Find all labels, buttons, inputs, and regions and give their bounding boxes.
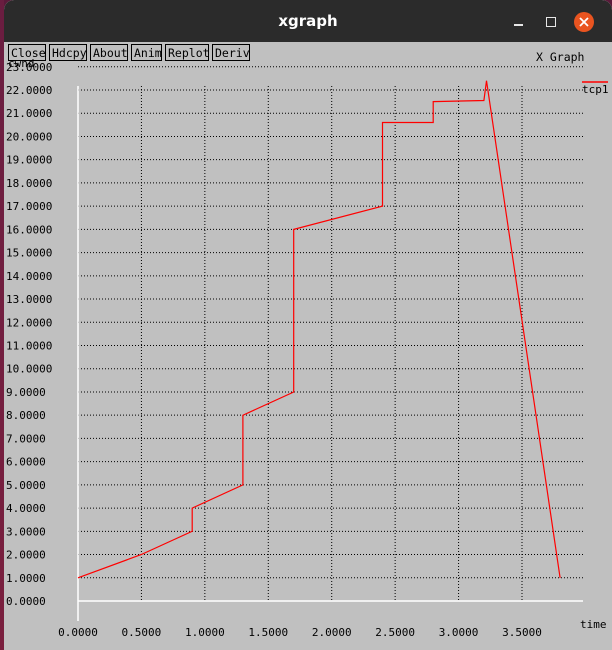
title-bar[interactable]: xgraph (4, 0, 612, 42)
window-title: xgraph (278, 12, 338, 30)
y-tick-label: 11.0000 (6, 340, 52, 353)
x-tick-label: 1.5000 (248, 626, 288, 639)
minimize-button[interactable] (509, 13, 527, 31)
x-tick-label: 1.0000 (185, 626, 225, 639)
y-tick-label: 2.0000 (6, 549, 46, 562)
maximize-button[interactable] (542, 13, 560, 31)
x-tick-label: 0.0000 (58, 626, 98, 639)
y-tick-label: 4.0000 (6, 502, 46, 515)
x-tick-label: 0.5000 (122, 626, 162, 639)
y-tick-label: 17.0000 (6, 200, 52, 213)
y-tick-label: 18.0000 (6, 177, 52, 190)
xgraph-window: xgraph Close Hdcpy About Anim Replot Der… (4, 0, 612, 650)
anim-button[interactable]: Anim (131, 44, 162, 61)
y-tick-label: 22.0000 (6, 84, 52, 97)
close-icon (579, 17, 589, 27)
y-tick-label: 20.0000 (6, 130, 52, 143)
y-tick-label: 5.0000 (6, 479, 46, 492)
y-tick-label: 9.0000 (6, 386, 46, 399)
legend-label: tcp1 (582, 83, 609, 96)
desktop-background (0, 0, 4, 650)
y-tick-label: 6.0000 (6, 456, 46, 469)
x-tick-label: 2.0000 (312, 626, 352, 639)
y-tick-label: 0.0000 (6, 595, 46, 608)
y-axis-label: cwnd (8, 57, 35, 70)
x-tick-label: 2.5000 (375, 626, 415, 639)
y-tick-label: 7.0000 (6, 432, 46, 445)
plot-title: X Graph (536, 50, 585, 64)
minimize-icon (513, 24, 523, 26)
y-tick-label: 15.0000 (6, 247, 52, 260)
y-tick-label: 19.0000 (6, 154, 52, 167)
y-tick-label: 12.0000 (6, 316, 52, 329)
chart: 0.0000 1.0000 2.0000 3.0000 4.0000 5.0000 6.00… (6, 57, 609, 639)
x-axis-label: time (580, 618, 607, 631)
y-tick-label: 10.0000 (6, 363, 52, 376)
x-tick-label: 3.5000 (502, 626, 542, 639)
maximize-icon (546, 17, 556, 27)
y-tick-label: 23.0000 (6, 61, 52, 74)
graph-area: Close Hdcpy About Anim Replot Deriv X Gr… (4, 42, 612, 650)
about-button[interactable]: About (90, 44, 128, 61)
y-tick-label: 8.0000 (6, 409, 46, 422)
close-button[interactable]: Close (8, 44, 46, 61)
close-window-button[interactable] (574, 12, 594, 32)
replot-button[interactable]: Replot (165, 44, 210, 61)
series-line-tcp1 (77, 80, 561, 579)
hdcpy-button[interactable]: Hdcpy (49, 44, 87, 61)
y-tick-label: 13.0000 (6, 293, 52, 306)
y-tick-label: 1.0000 (6, 572, 46, 585)
deriv-button[interactable]: Deriv (212, 44, 250, 61)
y-tick-label: 14.0000 (6, 270, 52, 283)
y-tick-label: 3.0000 (6, 525, 46, 538)
x-tick-label: 3.0000 (439, 626, 479, 639)
y-tick-label: 21.0000 (6, 107, 52, 120)
y-tick-label: 16.0000 (6, 223, 52, 236)
